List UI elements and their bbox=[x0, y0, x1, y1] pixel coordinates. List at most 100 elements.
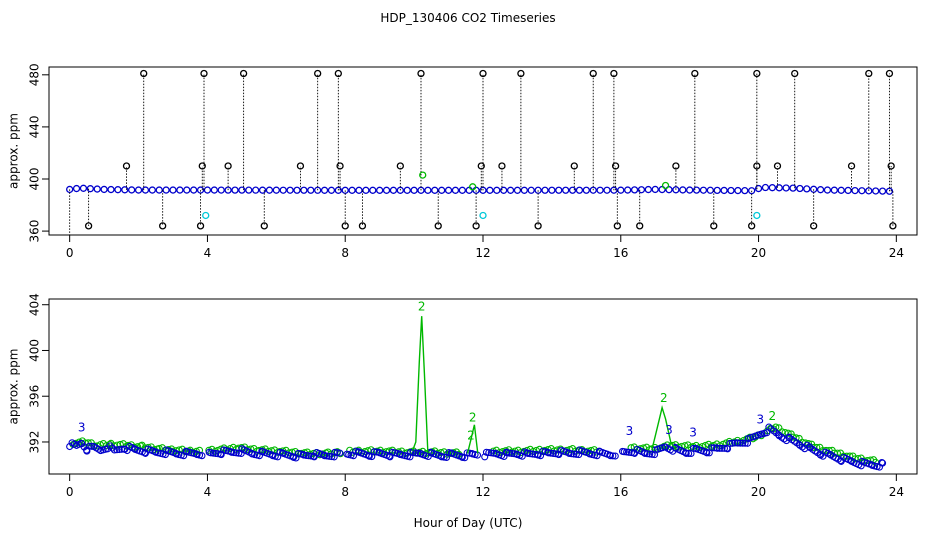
top-x-tick-label: 4 bbox=[204, 246, 212, 260]
bottom-primary-point bbox=[650, 451, 659, 459]
top-baseline-point bbox=[520, 186, 528, 194]
top-baseline-point bbox=[279, 186, 287, 194]
bottom-secondary-point bbox=[813, 443, 821, 451]
bottom-x-tick-label: 16 bbox=[613, 485, 628, 499]
bottom-primary-point bbox=[682, 449, 690, 457]
top-baseline-point bbox=[79, 184, 88, 192]
top-spike-low-point bbox=[810, 222, 818, 230]
bottom-primary-point bbox=[325, 452, 333, 460]
top-baseline-point bbox=[575, 186, 584, 194]
top-baseline-point bbox=[624, 186, 632, 194]
top-spike-high-point bbox=[314, 69, 322, 78]
bottom-primary-point bbox=[552, 450, 560, 458]
top-cyan-point bbox=[202, 211, 210, 220]
top-green-point bbox=[419, 171, 427, 179]
top-x-tick-label: 16 bbox=[613, 246, 628, 260]
top-spike-mid-point bbox=[847, 162, 856, 170]
top-baseline-point bbox=[210, 186, 218, 194]
top-baseline-point bbox=[803, 185, 811, 193]
bottom-primary-point bbox=[505, 449, 514, 457]
bottom-primary-point bbox=[407, 448, 415, 456]
top-baseline-point bbox=[286, 186, 294, 194]
top-spike-low-point bbox=[84, 222, 93, 230]
bottom-point-label: 3 bbox=[626, 424, 634, 438]
top-baseline-point bbox=[637, 186, 646, 194]
bottom-primary-point bbox=[726, 439, 734, 448]
bottom-primary-point bbox=[438, 453, 446, 461]
top-spike-mid-point bbox=[570, 162, 578, 170]
bottom-point-label: 2 bbox=[418, 299, 426, 313]
top-baseline-point bbox=[486, 186, 494, 194]
bottom-primary-point bbox=[611, 452, 619, 460]
top-spike-low-point bbox=[472, 222, 480, 230]
top-green-point bbox=[661, 181, 670, 190]
top-baseline-point bbox=[541, 186, 549, 194]
bottom-primary-point bbox=[736, 439, 744, 447]
bottom-primary-point bbox=[228, 448, 236, 456]
top-x-tick-label: 12 bbox=[475, 246, 490, 260]
top-baseline-point bbox=[465, 186, 473, 194]
bottom-primary-point bbox=[482, 448, 490, 456]
top-baseline-point bbox=[458, 186, 466, 194]
top-baseline-point bbox=[293, 186, 301, 194]
top-baseline-point bbox=[203, 186, 212, 194]
top-baseline-point bbox=[307, 186, 315, 194]
top-baseline-point bbox=[513, 186, 522, 194]
top-baseline-point bbox=[844, 186, 852, 195]
top-baseline-point bbox=[630, 186, 639, 194]
top-baseline-point bbox=[603, 186, 611, 194]
top-spike-high-point bbox=[885, 69, 894, 78]
top-baseline-point bbox=[72, 184, 81, 193]
top-baseline-point bbox=[141, 186, 150, 194]
bottom-primary-point bbox=[458, 453, 466, 461]
bottom-primary-point bbox=[716, 444, 724, 452]
top-baseline-point bbox=[114, 186, 122, 194]
bottom-primary-point bbox=[323, 452, 331, 460]
top-x-tick-label: 24 bbox=[889, 246, 904, 260]
top-baseline-point bbox=[713, 186, 721, 195]
panel-top: 0 4 8 12 16 20 24 360 400 440 480 approx. ppm bbox=[7, 63, 918, 260]
bottom-secondary-point bbox=[784, 429, 792, 437]
top-spike-mid-point bbox=[773, 162, 782, 170]
top-baseline-point bbox=[148, 186, 156, 194]
bottom-x-tick-label: 8 bbox=[341, 485, 349, 499]
bottom-y-tick-label: 396 bbox=[28, 385, 42, 408]
bottom-primary-point bbox=[207, 449, 215, 457]
top-baseline-point bbox=[768, 184, 776, 192]
bottom-x-tick-label: 12 bbox=[475, 485, 490, 499]
top-baseline-point bbox=[121, 186, 129, 194]
top-x-tick-label: 20 bbox=[751, 246, 766, 260]
bottom-primary-point bbox=[879, 459, 887, 467]
top-baseline-point bbox=[796, 184, 804, 193]
top-baseline-point bbox=[190, 186, 198, 194]
bottom-primary-point bbox=[646, 450, 654, 458]
bottom-primary-point bbox=[623, 448, 631, 456]
top-baseline-point bbox=[562, 186, 570, 194]
top-green-point bbox=[469, 183, 477, 191]
top-baseline-point bbox=[86, 185, 94, 193]
bottom-primary-point bbox=[209, 449, 217, 457]
top-baseline-point bbox=[734, 186, 742, 195]
top-y-tick-label: 360 bbox=[28, 220, 42, 243]
bottom-primary-point bbox=[485, 449, 493, 457]
bottom-secondary-point bbox=[804, 439, 813, 448]
top-spike-low-point bbox=[434, 222, 442, 230]
bottom-primary-point bbox=[570, 450, 578, 458]
bottom-primary-point bbox=[703, 449, 711, 457]
top-y-tick-label: 440 bbox=[28, 115, 42, 138]
top-y-tick-label: 400 bbox=[28, 168, 42, 191]
top-spike-low-point bbox=[358, 222, 367, 230]
bottom-primary-point bbox=[365, 452, 373, 460]
top-baseline-point bbox=[100, 185, 108, 194]
top-baseline-point bbox=[727, 186, 735, 195]
top-baseline-point bbox=[382, 186, 391, 194]
bottom-primary-point bbox=[289, 453, 297, 461]
bottom-primary-point bbox=[214, 450, 222, 458]
bottom-primary-point bbox=[641, 449, 649, 457]
top-spike-high-point bbox=[517, 69, 525, 78]
bottom-point-label: 2 bbox=[467, 429, 475, 443]
top-baseline-point bbox=[355, 186, 363, 194]
top-baseline-point bbox=[775, 184, 783, 192]
top-spike-mid-point bbox=[198, 162, 206, 170]
top-spike-high-point bbox=[334, 69, 342, 78]
